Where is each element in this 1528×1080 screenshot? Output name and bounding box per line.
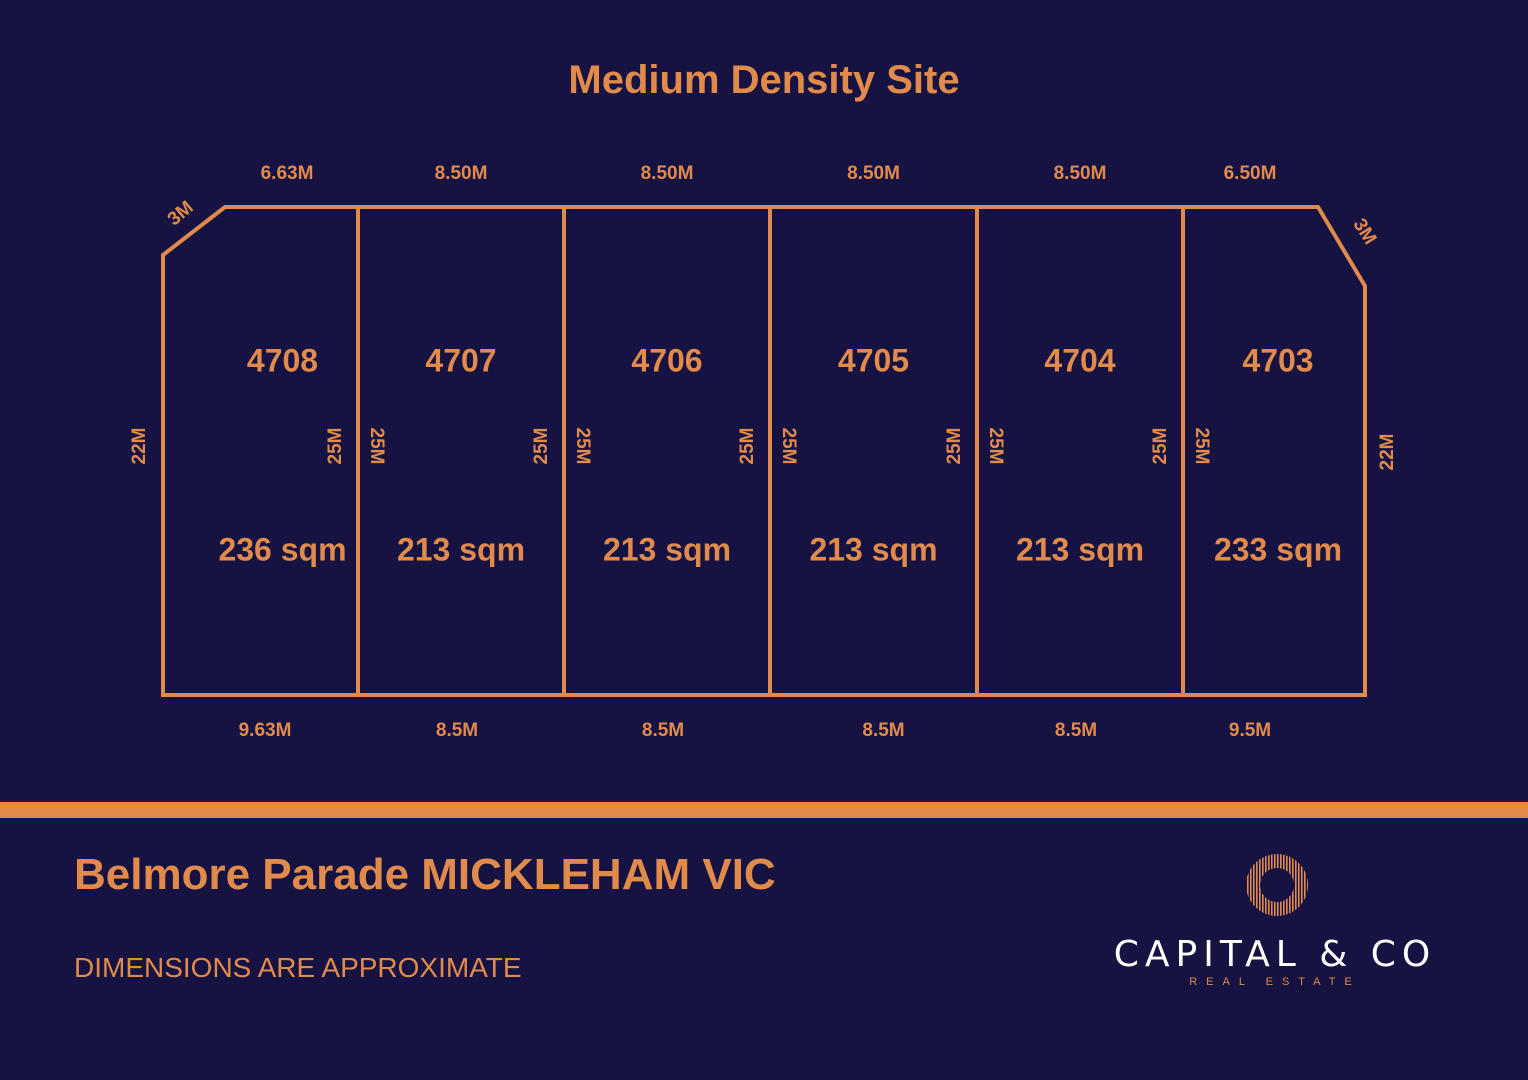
logo-subtitle: REAL ESTATE — [1189, 976, 1361, 988]
rear-dimension: 8.5M — [642, 720, 684, 741]
lot-number: 4706 — [631, 342, 702, 378]
lot-number: 4703 — [1242, 342, 1313, 378]
site-boundary — [161, 205, 1367, 697]
rear-dimension: 8.5M — [1055, 720, 1097, 741]
side-dimension: 25M — [1150, 428, 1171, 465]
side-dimension: 25M — [985, 428, 1006, 465]
rear-dimension: 9.5M — [1229, 720, 1271, 741]
section-divider — [0, 802, 1528, 818]
page-title: Medium Density Site — [568, 58, 960, 102]
dimensions-disclaimer: DIMENSIONS ARE APPROXIMATE — [74, 952, 522, 983]
front-dimension: 8.50M — [1054, 163, 1107, 184]
front-dimension: 8.50M — [641, 163, 694, 184]
front-dimension: 8.50M — [435, 163, 488, 184]
side-dimension: 25M — [366, 428, 387, 465]
logo-wordmark: CAPITAL & CO — [1113, 934, 1437, 975]
lot-number: 4707 — [425, 342, 496, 378]
rear-dimension: 8.5M — [862, 720, 904, 741]
lot-area: 233 sqm — [1214, 531, 1342, 567]
corner-dimension: 3M — [164, 197, 198, 230]
lot-number: 4704 — [1044, 342, 1115, 378]
side-dimension: 25M — [778, 428, 799, 465]
address-heading: Belmore Parade MICKLEHAM VIC — [74, 850, 776, 899]
side-dimension: 25M — [531, 428, 552, 465]
side-dimension: 25M — [325, 428, 346, 465]
corner-dimension: 3M — [1349, 215, 1381, 249]
side-dimension: 25M — [944, 428, 965, 465]
side-dimension: 25M — [572, 428, 593, 465]
lot-area: 213 sqm — [397, 531, 525, 567]
front-dimension: 8.50M — [847, 163, 900, 184]
lot-area: 213 sqm — [603, 531, 731, 567]
lot-number: 4705 — [838, 342, 909, 378]
lot-plan-diagram: 4708 236 sqm 6.63M 9.63M 22M 25M 4707 213 sqm 8.… — [129, 163, 1398, 741]
front-dimension: 6.63M — [261, 163, 314, 184]
ring-logo-icon — [1244, 852, 1310, 918]
lot-number: 4708 — [247, 342, 318, 378]
lot-area: 213 sqm — [809, 531, 937, 567]
lot-area: 213 sqm — [1016, 531, 1144, 567]
side-dimension: 25M — [737, 428, 758, 465]
front-dimension: 6.50M — [1224, 163, 1277, 184]
side-dimension: 25M — [1191, 428, 1212, 465]
lot-area: 236 sqm — [218, 531, 346, 567]
side-dimension: 22M — [1377, 434, 1398, 471]
rear-dimension: 9.63M — [239, 720, 292, 741]
rear-dimension: 8.5M — [436, 720, 478, 741]
side-dimension: 22M — [129, 428, 150, 465]
